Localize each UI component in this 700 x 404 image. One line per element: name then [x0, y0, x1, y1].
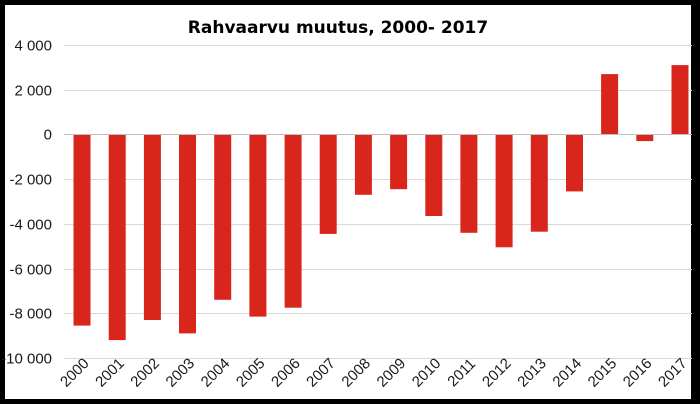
bar-2004 — [214, 134, 232, 300]
y-tick-label: 2 000 — [14, 83, 52, 100]
x-tick-label: 2013 — [514, 355, 550, 391]
x-tick-label: 2003 — [163, 355, 199, 391]
bar-2000 — [73, 134, 91, 326]
bar-2015 — [601, 74, 619, 135]
bar-2008 — [354, 134, 372, 195]
bar-2012 — [495, 134, 513, 248]
bar-2009 — [390, 134, 408, 190]
bar-2017 — [671, 65, 689, 135]
x-tick-label: 2014 — [549, 355, 585, 391]
y-tick-label: 4 000 — [14, 38, 52, 55]
x-tick-label: 2002 — [127, 355, 163, 391]
bar-2001 — [108, 134, 126, 341]
bar-2016 — [636, 134, 654, 142]
y-tick-label: 0 — [44, 127, 52, 144]
x-tick-label: 2006 — [268, 355, 304, 391]
bar-2011 — [460, 134, 478, 233]
chart-title: Rahvaarvu muutus, 2000- 2017 — [188, 18, 488, 38]
bars — [73, 65, 689, 341]
bar-2005 — [249, 134, 267, 317]
y-tick-label: -10 000 — [1, 351, 52, 368]
x-tick-label: 2010 — [409, 355, 445, 391]
x-tick-label: 2009 — [374, 355, 410, 391]
x-tick-label: 2011 — [444, 355, 479, 390]
bar-2013 — [530, 134, 548, 232]
bar-2007 — [319, 134, 337, 234]
y-tick-label: -6 000 — [9, 262, 52, 279]
x-tick-label: 2000 — [57, 355, 93, 391]
x-tick-label: 2004 — [198, 355, 234, 391]
bar-2002 — [143, 134, 161, 320]
y-tick-label: -2 000 — [9, 172, 52, 189]
y-tick-label: -4 000 — [9, 217, 52, 234]
bar-2014 — [566, 134, 583, 192]
x-tick-label: 2017 — [655, 355, 691, 391]
x-axis-tick-labels: 2000 2001 2002 2003 2004 2005 2006 2007 2008 2009… — [57, 355, 691, 391]
bar-2006 — [284, 134, 302, 308]
x-tick-label: 2007 — [303, 355, 339, 391]
x-tick-label: 2015 — [585, 355, 621, 391]
y-axis-tick-labels: 4 000 2 000 0 -2 000 -4 000 -6 000 -8 000 -10 0… — [1, 38, 52, 368]
y-tick-label: -8 000 — [9, 306, 52, 323]
x-tick-label: 2005 — [233, 355, 269, 391]
x-tick-label: 2008 — [338, 355, 374, 391]
x-tick-label: 2001 — [92, 355, 128, 391]
bar-2003 — [179, 134, 196, 334]
x-tick-label: 2016 — [620, 355, 656, 391]
bar-2010 — [425, 134, 443, 216]
x-tick-label: 2012 — [479, 355, 515, 391]
